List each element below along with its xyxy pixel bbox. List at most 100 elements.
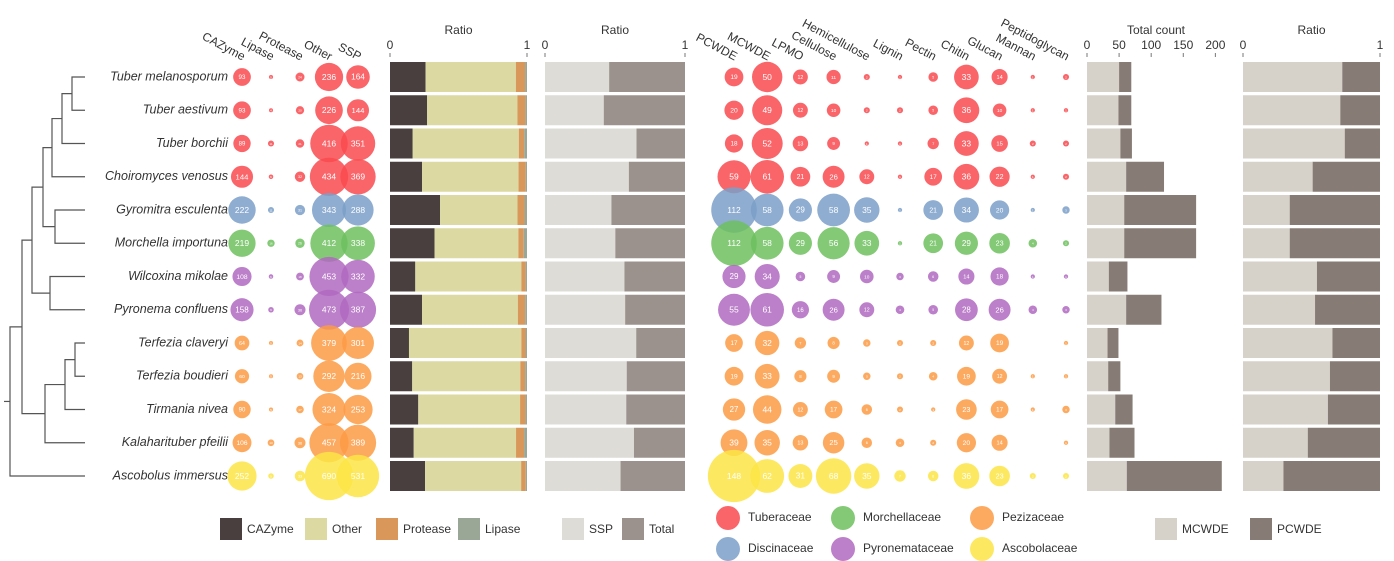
bubble-label: 14 [996,441,1002,447]
x-tick-label: 50 [1112,38,1126,52]
bubble-label: 351 [351,138,365,148]
bubble [308,289,350,330]
bubble-label: 2 [899,341,901,345]
bar-segment [422,161,519,192]
bar-segment [1120,128,1132,159]
bubble-label: 61 [762,172,772,182]
axis-title: Ratio [601,23,629,37]
x-tick-label: 0 [1240,38,1247,52]
bubble [930,439,937,446]
species-label: Wilcoxina mikolae [128,269,228,283]
bubble-label: 39 [729,438,739,448]
bubble [897,207,903,213]
bar-segment [611,195,685,225]
bubble-label: 1 [1065,109,1067,113]
bubble-label: 33 [298,474,302,478]
bubble-label: 9 [832,274,835,279]
x-tick-label: 1 [1377,38,1384,52]
bubble [896,107,904,114]
bar-segment [545,161,629,192]
bubble [791,301,810,319]
bar-segment [620,461,685,491]
bubble [1030,274,1035,279]
legend-label: Total [649,522,674,536]
bubble-label: 6 [866,441,868,445]
bar-segment [517,195,525,225]
bubble-label: 28 [962,305,971,314]
bubble [1030,207,1035,213]
bubble-label: 24 [298,75,302,79]
bubble-label: 2 [932,441,934,445]
bubble-label: 18 [730,141,738,148]
bubble-label: 2 [899,375,901,379]
x-tick-label: 1 [682,38,689,52]
bar-segment [425,461,522,491]
legend-label: Pezizaceae [1002,510,1064,524]
legend-label: Pyronemataceae [863,541,954,555]
bar-segment [1243,95,1341,126]
bar-segment [545,394,627,425]
bubble-label: 14 [996,75,1002,81]
bar-segment [545,128,637,159]
bar-segment [1087,228,1125,259]
bubble [958,335,974,351]
bubble-label: 2 [899,408,901,412]
bubble-label: 5 [932,109,934,113]
bubble [750,292,784,327]
x-tick-label: 0 [1084,38,1091,52]
bubble-label: 473 [322,305,336,315]
bar-segment [1118,95,1132,126]
bar-segment [1087,62,1120,92]
bar-segment [545,294,626,325]
bubble-label: 7 [899,474,901,479]
bubble-label: 26 [298,242,302,246]
bubble-label: 1 [1065,375,1067,379]
species-label: Tuber aestivum [143,103,228,117]
bubble-label: 5 [270,375,272,379]
bubble [750,159,784,194]
bubble-label: 1 [1032,208,1034,212]
bubble-label: 158 [235,305,249,314]
bubble [954,64,979,90]
bar-segment [1126,161,1165,192]
bar-segment [1087,361,1109,392]
bubble [233,68,251,86]
bubble [346,99,370,122]
bubble-label: 21 [298,142,302,146]
bubble [269,108,273,113]
bubble-label: 12 [798,75,804,81]
bubble-label: 4 [1032,308,1034,312]
bubble-label: 62 [762,471,772,481]
legend-label: SSP [589,522,613,536]
legend-swatch [458,518,480,540]
bubble-label: 34 [962,205,972,215]
bubble [296,372,304,380]
bar-segment [1329,361,1380,392]
bubble [863,372,871,380]
bubble [718,293,750,326]
species-label: Tirmania nivea [146,402,228,416]
bubble-label: 27 [730,405,739,414]
bar-segment [1312,161,1380,192]
bar-segment [1340,95,1380,126]
bubble [711,220,757,267]
bubble [754,363,780,389]
x-tick-label: 100 [1141,38,1161,52]
bubble [339,291,377,328]
bar-segment [1316,261,1380,292]
bubble [864,141,869,146]
bubble [1062,472,1070,480]
bubble-label: 2 [1065,474,1067,478]
bubble-label: 44 [762,404,772,414]
bubble-label: 29 [796,206,806,215]
bubble-label: 2 [866,109,868,113]
bar-segment [390,161,423,192]
legend-label: Protease [403,522,451,536]
bubble [990,400,1009,419]
bubble-label: 9 [270,308,272,312]
bubble [1063,108,1069,113]
x-tick-label: 0 [542,38,549,52]
bubble-label: 61 [762,305,772,315]
bubble [792,102,808,118]
bubble [295,139,305,148]
